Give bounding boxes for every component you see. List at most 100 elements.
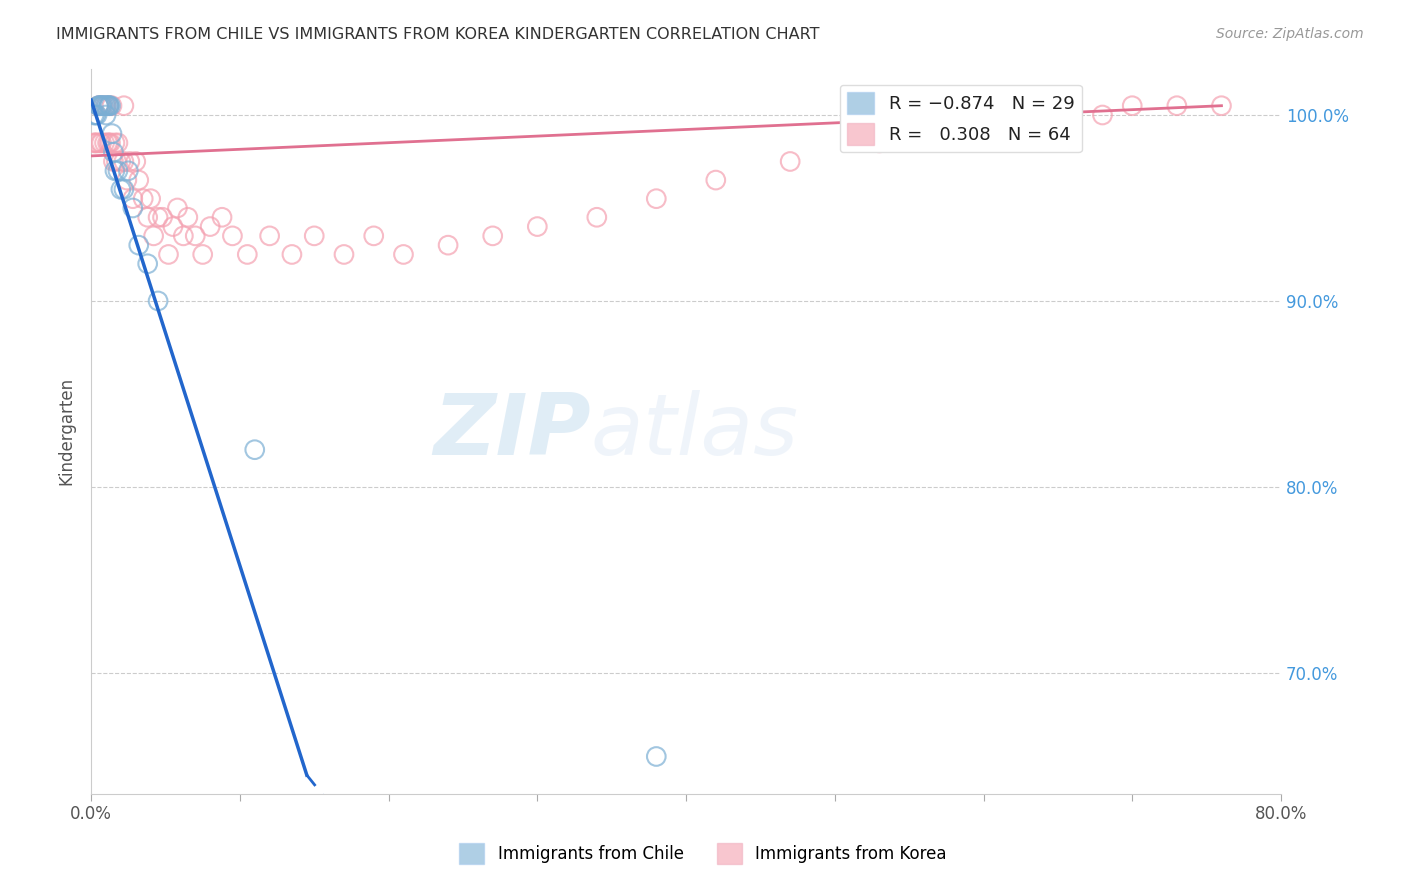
Point: [96, 99, 118, 113]
Point: [157, 247, 180, 261]
Point: [146, 293, 169, 308]
Point: [259, 228, 281, 243]
Point: [526, 219, 548, 234]
Point: [84, 108, 107, 122]
Point: [1121, 99, 1143, 113]
Point: [93, 136, 115, 150]
Point: [211, 211, 233, 225]
Point: [146, 211, 169, 225]
Point: [100, 136, 122, 150]
Text: IMMIGRANTS FROM CHILE VS IMMIGRANTS FROM KOREA KINDERGARTEN CORRELATION CHART: IMMIGRANTS FROM CHILE VS IMMIGRANTS FROM…: [56, 27, 820, 42]
Point: [121, 192, 143, 206]
Point: [585, 211, 607, 225]
Point: [87, 99, 110, 113]
Point: [100, 99, 122, 113]
Point: [84, 136, 107, 150]
Point: [103, 145, 125, 160]
Point: [98, 99, 121, 113]
Point: [91, 99, 114, 113]
Legend: R = −0.874   N = 29, R =   0.308   N = 64: R = −0.874 N = 29, R = 0.308 N = 64: [839, 85, 1081, 153]
Point: [121, 201, 143, 215]
Point: [1166, 99, 1188, 113]
Point: [136, 257, 159, 271]
Point: [221, 228, 243, 243]
Point: [112, 182, 135, 196]
Point: [481, 228, 503, 243]
Point: [105, 154, 128, 169]
Point: [90, 99, 112, 113]
Point: [177, 211, 200, 225]
Point: [101, 127, 124, 141]
Point: [128, 238, 150, 252]
Point: [117, 163, 139, 178]
Point: [152, 211, 174, 225]
Point: [90, 136, 112, 150]
Legend: Immigrants from Chile, Immigrants from Korea: Immigrants from Chile, Immigrants from K…: [453, 837, 953, 871]
Point: [392, 247, 415, 261]
Point: [704, 173, 727, 187]
Point: [115, 173, 138, 187]
Point: [86, 108, 108, 122]
Text: atlas: atlas: [591, 390, 799, 473]
Point: [363, 228, 385, 243]
Point: [645, 192, 668, 206]
Point: [103, 154, 125, 169]
Point: [96, 136, 118, 150]
Text: ZIP: ZIP: [433, 390, 591, 473]
Point: [162, 219, 184, 234]
Point: [104, 163, 127, 178]
Point: [333, 247, 356, 261]
Point: [98, 136, 121, 150]
Point: [191, 247, 214, 261]
Point: [83, 108, 105, 122]
Point: [112, 99, 135, 113]
Point: [302, 228, 325, 243]
Point: [98, 99, 121, 113]
Point: [1091, 108, 1114, 122]
Point: [973, 127, 995, 141]
Point: [90, 99, 112, 113]
Point: [110, 154, 132, 169]
Point: [87, 99, 110, 113]
Point: [89, 99, 111, 113]
Point: [89, 136, 111, 150]
Point: [142, 228, 165, 243]
Point: [83, 136, 105, 150]
Point: [184, 228, 207, 243]
Point: [139, 192, 162, 206]
Point: [1046, 117, 1069, 131]
Point: [1211, 99, 1233, 113]
Point: [112, 154, 135, 169]
Point: [437, 238, 460, 252]
Y-axis label: Kindergarten: Kindergarten: [58, 377, 75, 485]
Point: [132, 192, 155, 206]
Point: [125, 154, 148, 169]
Point: [166, 201, 188, 215]
Point: [94, 99, 117, 113]
Point: [110, 182, 132, 196]
Point: [198, 219, 221, 234]
Point: [94, 99, 117, 113]
Point: [91, 99, 114, 113]
Point: [172, 228, 194, 243]
Point: [86, 136, 108, 150]
Point: [87, 99, 110, 113]
Point: [94, 108, 117, 122]
Point: [868, 136, 890, 150]
Point: [779, 154, 801, 169]
Point: [236, 247, 259, 261]
Point: [118, 154, 141, 169]
Point: [93, 99, 115, 113]
Point: [89, 99, 111, 113]
Text: Source: ZipAtlas.com: Source: ZipAtlas.com: [1216, 27, 1364, 41]
Point: [98, 99, 121, 113]
Point: [128, 173, 150, 187]
Point: [281, 247, 304, 261]
Point: [101, 99, 124, 113]
Point: [107, 136, 129, 150]
Point: [243, 442, 266, 457]
Point: [645, 749, 668, 764]
Point: [104, 136, 127, 150]
Point: [107, 163, 129, 178]
Point: [136, 211, 159, 225]
